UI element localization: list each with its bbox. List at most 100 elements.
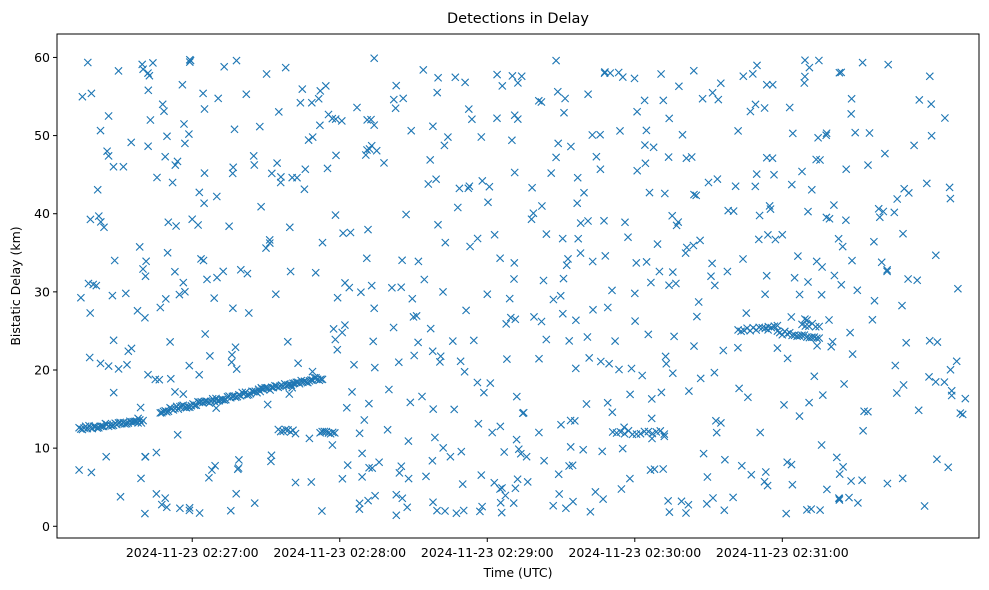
data-point [102,452,111,461]
data-point [288,173,297,182]
data-point [467,115,476,124]
data-point [166,374,175,383]
data-point [430,433,439,442]
data-point [638,371,647,380]
data-point [614,68,623,77]
data-point [465,182,474,191]
data-point [596,357,605,366]
data-point [940,114,949,122]
data-point [144,370,152,379]
data-point [368,464,377,473]
data-point [596,165,605,174]
data-point [904,188,913,197]
data-point [818,263,827,271]
data-point [342,403,351,412]
data-point [660,189,669,198]
data-point [588,257,597,266]
data-point [877,258,886,267]
data-point [851,128,860,137]
data-point [825,214,834,223]
data-point [286,267,295,276]
data-point [562,261,571,270]
data-point [175,290,184,299]
data-point [161,494,170,503]
data-point [753,61,761,70]
data-point [719,346,728,355]
data-point [624,233,632,242]
data-point [734,126,743,135]
data-point [564,254,572,263]
data-point [940,378,949,387]
data-point [144,142,153,151]
data-point [708,88,717,97]
data-point [289,426,297,435]
data-point [129,417,138,426]
data-point [671,279,680,288]
data-point [370,121,379,130]
data-point [762,80,771,89]
data-point [141,272,150,281]
data-point [561,94,570,103]
data-point [560,108,568,117]
data-point [250,499,259,508]
data-point [234,455,243,464]
data-point [847,477,856,485]
data-point [170,267,179,276]
data-point [488,428,497,437]
data-point [364,225,372,234]
data-point [370,54,379,63]
data-point [389,95,398,104]
data-point [668,268,677,277]
data-point [788,129,797,138]
data-point [800,315,809,324]
data-point [646,466,655,475]
data-point [291,429,300,438]
data-point [804,278,812,286]
data-point [441,507,449,515]
data-point [317,507,326,515]
data-point [798,331,806,340]
data-point [318,375,327,384]
data-point [880,149,889,158]
data-point [537,202,546,210]
data-point [720,455,729,464]
data-point [522,452,531,461]
y-tick-label: 50 [34,128,50,143]
data-point [828,337,837,346]
data-point [474,419,483,428]
data-point [834,234,843,243]
data-point [621,218,629,227]
data-point [501,491,510,500]
data-point [96,126,105,135]
data-point [136,403,145,412]
data-point [783,458,792,467]
data-point [140,313,149,322]
data-point [399,94,408,103]
data-point [404,437,413,446]
data-point [387,283,396,292]
data-point [682,243,691,252]
data-point [228,169,237,178]
data-point [698,94,707,103]
data-point [945,183,954,192]
data-point [429,498,437,507]
data-point [364,399,373,408]
data-point [699,449,708,458]
data-point [605,359,614,368]
data-point [404,474,413,483]
data-point [773,344,782,353]
data-point [478,176,487,185]
data-point [708,259,717,268]
data-point [397,462,406,471]
data-point [837,68,846,77]
data-point [233,465,242,474]
data-point [569,497,577,506]
data-point [616,428,625,436]
data-point [773,327,782,336]
data-point [961,394,970,403]
data-point [457,447,466,456]
data-point [86,215,95,224]
data-point [274,107,283,116]
data-point [554,139,563,148]
data-point [383,425,392,434]
